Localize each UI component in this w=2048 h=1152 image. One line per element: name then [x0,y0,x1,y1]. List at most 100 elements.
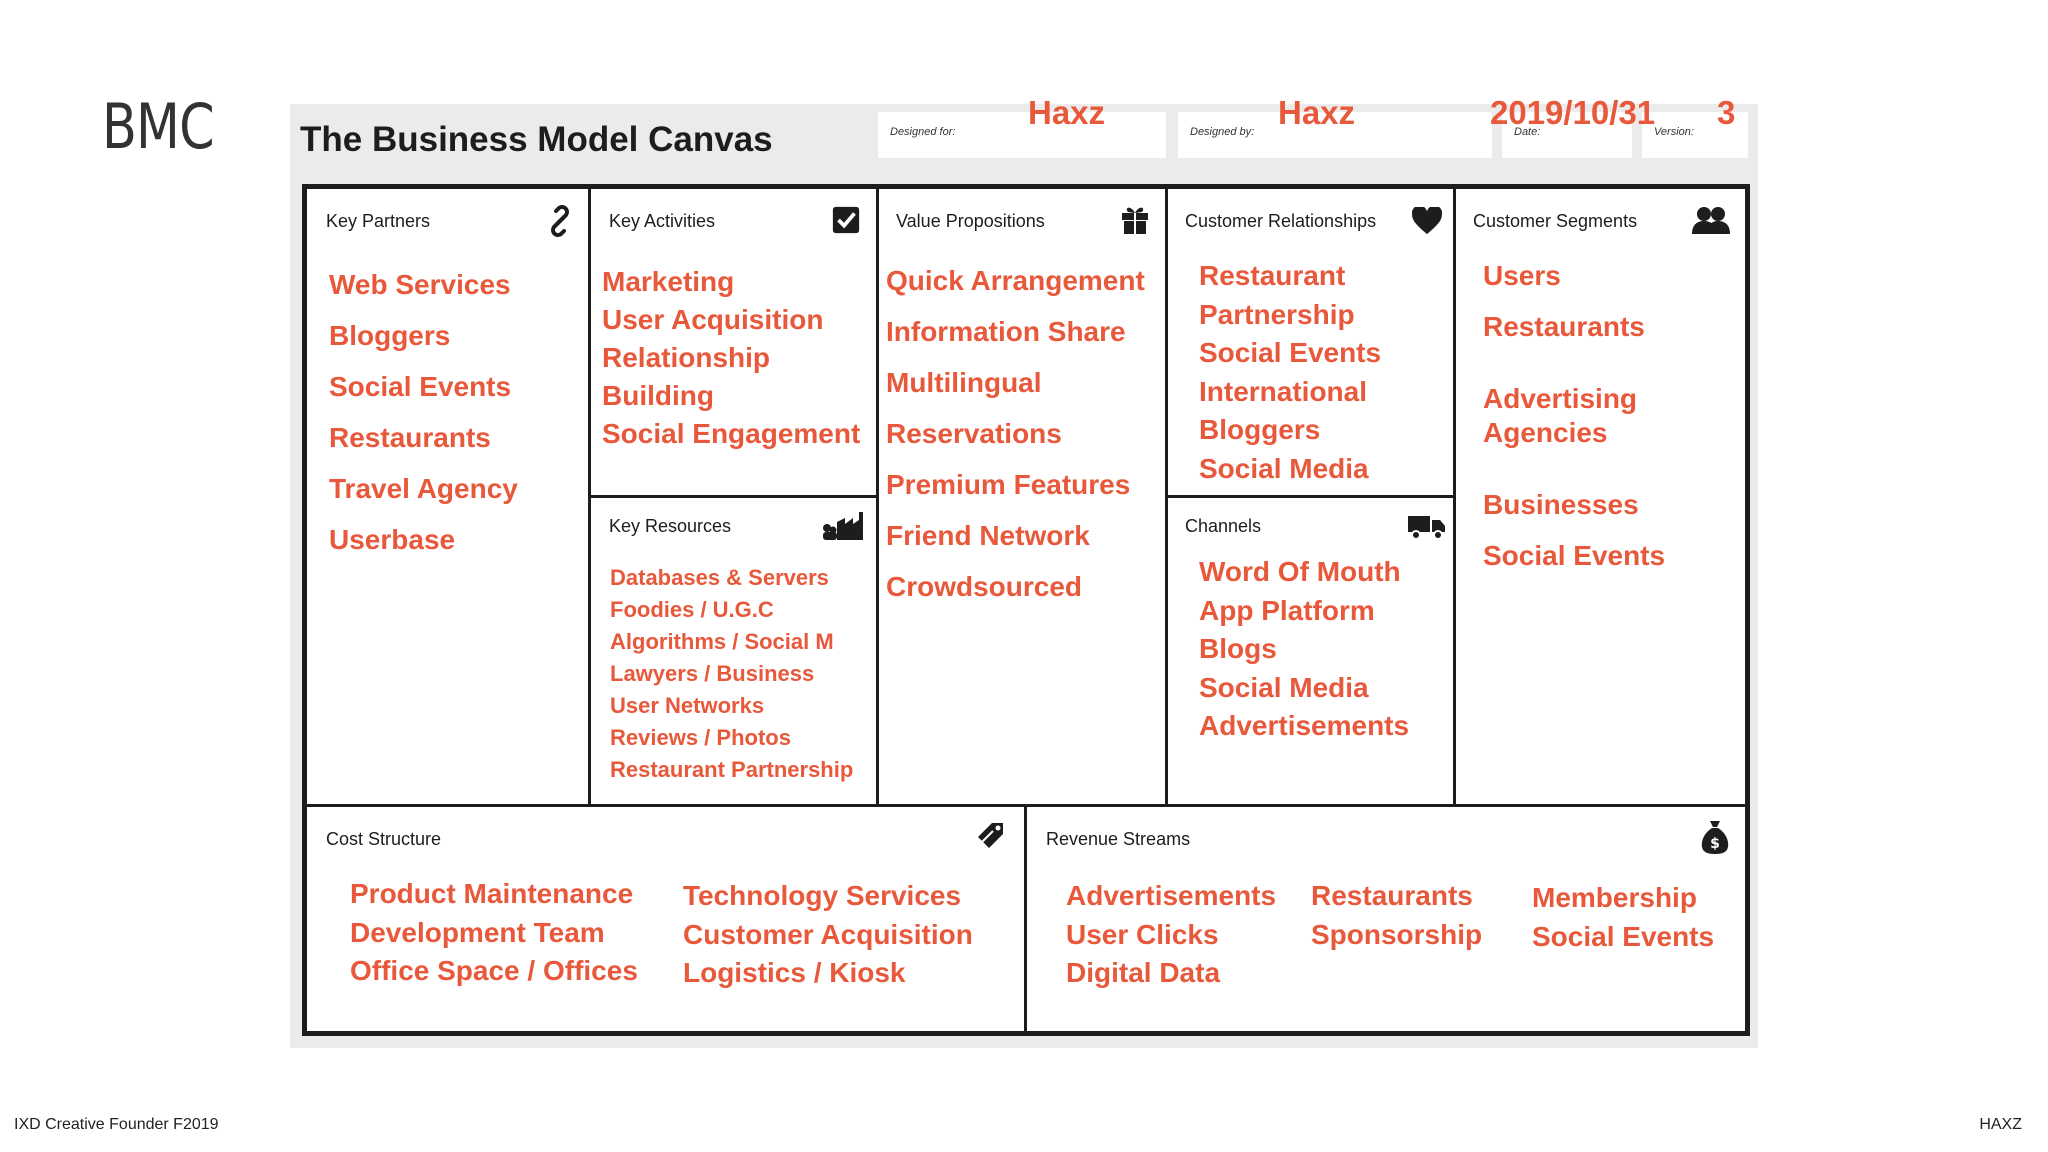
list-item: Partnership [1199,298,1355,330]
key-activities-list: Marketing User Acquisition Relationship … [602,263,860,453]
list-item: User Acquisition [602,304,824,335]
designed-for-field: Designed for: [878,112,1166,158]
list-item: Businesses [1483,489,1639,520]
list-item: Friend Network [886,520,1090,551]
value-propositions-section: Value Propositions Quick Arrangement Inf… [879,189,1165,804]
customer-relationships-section: Customer Relationships Restaurant Partne… [1168,189,1453,495]
list-item: Agencies [1483,417,1608,448]
list-item: Blogs [1199,633,1277,664]
list-item: Social Events [1532,920,1715,952]
list-item: Marketing [602,266,735,297]
list-item: Userbase [329,524,456,555]
list-item: Social Engagement [602,418,861,449]
channels-list: Word Of Mouth App Platform Blogs Social … [1199,553,1409,746]
customer-segments-section: Customer Segments Users Restaurants Adve… [1456,189,1745,804]
list-item: Social Media [1199,452,1369,484]
revenue-streams-section: Revenue Streams $ Advertisements User Cl… [1027,807,1745,1031]
list-item: Building [602,380,714,411]
canvas-heading: The Business Model Canvas [300,120,773,159]
list-item: Digital Data [1066,957,1221,988]
checkbox-icon [831,205,861,235]
list-item: Sponsorship [1311,918,1483,950]
revenue-streams-col2: Restaurants Sponsorship [1311,877,1482,954]
designed-by-label: Designed by: [1190,126,1255,138]
cost-structure-col1: Product Maintenance Development Team Off… [350,875,638,991]
list-item: Foodies / U.G.C [610,597,774,622]
link-icon [544,205,576,237]
truck-icon [1408,514,1446,540]
list-item: Restaurants [329,422,491,453]
version-label: Version: [1654,126,1694,138]
list-item: Membership [1532,882,1697,913]
factory-icon [821,506,865,540]
key-partners-section: Key Partners Web Services Bloggers Socia… [307,189,588,804]
list-item: Word Of Mouth [1199,556,1401,587]
list-item: Quick Arrangement [886,265,1145,296]
designed-for-label: Designed for: [890,126,956,138]
list-item: Users [1483,260,1561,291]
list-item: Reservations [886,418,1062,449]
list-item: Restaurants [1311,880,1473,911]
cost-structure-title: Cost Structure [326,829,442,849]
list-item: Social Events [329,371,512,402]
key-partners-title: Key Partners [326,211,431,231]
date-value: 2019/10/31 [1490,94,1656,131]
key-resources-section: Key Resources Databases & Servers Foodie… [591,498,876,804]
list-item: Crowdsourced [886,571,1083,602]
list-item: App Platform [1199,594,1375,626]
designed-by-value: Haxz [1278,94,1356,131]
divider [1165,189,1168,807]
footer-course: IXD Creative Founder F2019 [14,1116,219,1133]
divider [1453,189,1456,807]
list-item: Social Events [1199,337,1382,368]
canvas-grid: Key Partners Web Services Bloggers Socia… [302,184,1750,1036]
list-item: Office Space / Offices [350,955,638,986]
svg-text:$: $ [1710,836,1720,852]
list-item: Databases & Servers [610,565,829,590]
customer-relationships-list: Restaurant Partnership Social Events Int… [1199,257,1381,488]
revenue-streams-title: Revenue Streams [1046,829,1191,849]
divider [1024,804,1027,1031]
customer-segments-title: Customer Segments [1473,211,1638,231]
key-resources-title: Key Resources [609,516,732,536]
list-item: Bloggers [1199,414,1321,445]
key-partners-list: Web Services Bloggers Social Events Rest… [329,259,518,565]
list-item: Technology Services [683,880,962,911]
list-item: Advertisements [1066,880,1277,911]
list-item: Relationship [602,342,771,373]
revenue-streams-col1: Advertisements User Clicks Digital Data [1066,877,1276,993]
designed-for-value: Haxz [1028,94,1106,131]
slide-title: BMC [102,90,215,163]
list-item: Social Events [1483,540,1666,571]
list-item: Product Maintenance [350,878,634,909]
customer-segments-list: Users Restaurants Advertising Agencies B… [1483,259,1665,573]
tag-icon [975,819,1007,851]
key-resources-list: Databases & Servers Foodies / U.G.C Algo… [610,562,853,786]
list-item: Restaurants [1483,311,1645,342]
heart-icon [1412,207,1442,235]
list-item: Advertisements [1199,710,1410,741]
version-field: Version: [1642,112,1748,158]
business-model-canvas: The Business Model Canvas Designed for: … [290,94,1758,1048]
cost-structure-section: Cost Structure Product Maintenance Devel… [307,807,1024,1031]
divider [876,189,879,807]
list-item: Restaurant [1199,260,1346,291]
cost-structure-col2: Technology Services Customer Acquisition… [683,877,973,993]
designed-by-field: Designed by: [1178,112,1492,158]
divider [1165,495,1456,498]
divider [588,495,879,498]
list-item: Social Media [1199,671,1369,703]
date-field: Date: [1502,112,1632,158]
list-item: International [1199,375,1368,407]
list-item: Development Team [350,916,605,948]
value-propositions-title: Value Propositions [896,211,1045,231]
footer-author: HAXZ [1979,1116,2022,1133]
revenue-streams-col3: Membership Social Events [1532,879,1714,956]
list-item: Restaurant Partnership [610,757,854,782]
list-item: User Networks [610,693,765,718]
list-item: Multilingual [886,367,1042,398]
users-icon [1692,205,1730,235]
channels-section: Channels Word Of Mouth App Platform Blog… [1168,498,1453,804]
key-activities-section: Key Activities Marketing User Acquisitio… [591,189,876,495]
list-item: Web Services [329,269,511,300]
